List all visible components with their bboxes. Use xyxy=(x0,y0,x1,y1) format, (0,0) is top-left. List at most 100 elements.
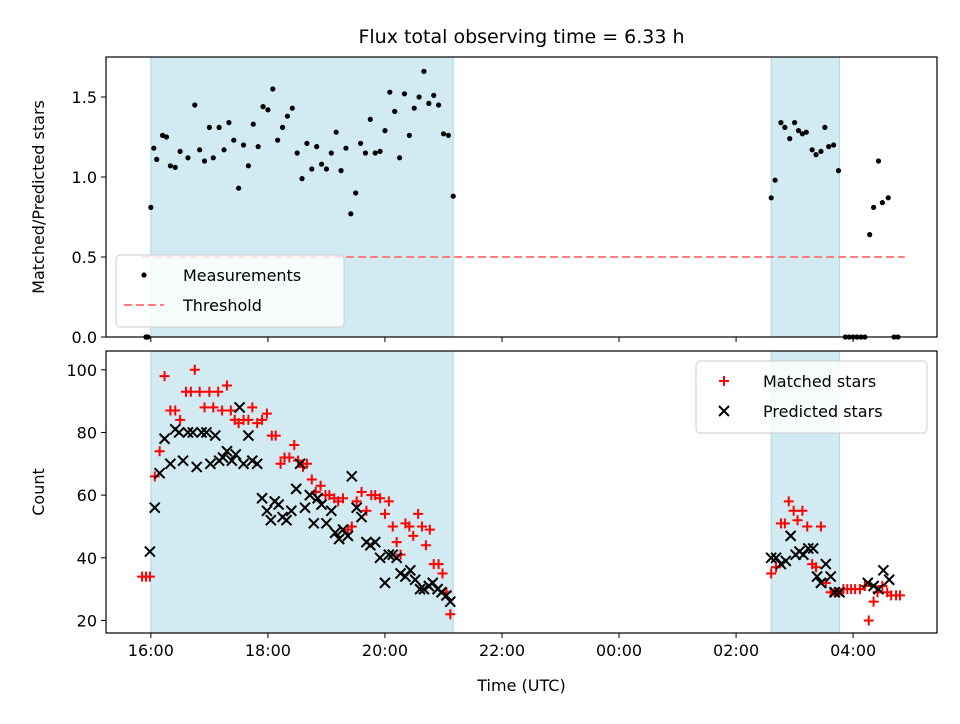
measurement-point-80 xyxy=(831,142,837,148)
predicted-star-point-11 xyxy=(191,461,203,473)
measurement-point-76 xyxy=(813,152,819,158)
plot-frame-1 xyxy=(105,56,938,338)
predicted-star-point-18 xyxy=(221,445,233,457)
measurement-point-7 xyxy=(163,134,170,140)
measurement-point-63 xyxy=(440,131,447,137)
predicted-star-point-25 xyxy=(251,458,263,470)
predicted-star-point-90 xyxy=(883,574,895,586)
measurement-point-51 xyxy=(382,128,388,134)
x-tick-label-7: 04:00 xyxy=(830,641,876,660)
observing-window-2-1 xyxy=(150,350,454,634)
predicted-star-point-35 xyxy=(294,458,306,470)
matched-star-point-61 xyxy=(408,530,419,541)
measurement-point-89 xyxy=(871,204,877,210)
x-tick-label-3: 20:00 xyxy=(362,641,408,660)
measurement-point-73 xyxy=(799,131,806,137)
predicted-star-point-69 xyxy=(444,595,457,608)
measurement-point-67 xyxy=(772,177,778,183)
measurement-point-22 xyxy=(240,142,247,148)
predicted-star-point-70 xyxy=(765,552,777,564)
predicted-star-point-17 xyxy=(217,451,229,464)
measurement-point-47 xyxy=(362,150,369,156)
matched-star-point-65 xyxy=(424,524,435,535)
x-tick-label-4: 22:00 xyxy=(479,641,525,660)
measurement-point-27 xyxy=(265,107,271,113)
legend-2: Matched stars Predicted stars xyxy=(695,360,928,434)
legend-label-predicted-stars: Predicted stars xyxy=(763,402,883,421)
measurement-point-55 xyxy=(401,91,408,97)
y-tick-label-2-3: 60 xyxy=(77,486,97,505)
predicted-star-point-13 xyxy=(200,426,213,439)
matched-star-point-34 xyxy=(289,440,300,450)
measurement-point-44 xyxy=(348,211,354,217)
matched-star-point-56 xyxy=(387,521,398,532)
matched-star-point-63 xyxy=(417,521,428,532)
predicted-star-point-12 xyxy=(195,426,208,439)
legend-measurements-marker xyxy=(141,272,147,278)
measurement-point-57 xyxy=(411,105,417,111)
predicted-star-point-53 xyxy=(374,552,386,564)
observing-windows xyxy=(150,56,840,634)
matched-star-point-20 xyxy=(225,405,236,416)
predicted-star-point-85 xyxy=(833,586,846,598)
predicted-star-point-74 xyxy=(784,530,797,542)
matched-star-point-53 xyxy=(375,493,386,504)
matched-star-point-18 xyxy=(217,405,228,416)
measurement-point-39 xyxy=(323,166,330,172)
matched-star-point-75 xyxy=(783,496,794,507)
measurement-point-90 xyxy=(875,158,882,164)
measurement-point-41 xyxy=(333,129,339,135)
matched-star-point-33 xyxy=(284,452,295,463)
measurement-point-16 xyxy=(210,155,216,161)
measurement-point-42 xyxy=(338,168,344,174)
y-axis-label-1: Matched/Predicted stars xyxy=(29,100,48,294)
measurement-point-49 xyxy=(372,150,378,156)
y-tick-label-1-4: 1.5 xyxy=(72,88,97,107)
matched-star-point-94 xyxy=(868,596,879,607)
predicted-star-point-46 xyxy=(342,530,354,542)
predicted-star-point-43 xyxy=(329,527,341,539)
predicted-star-point-61 xyxy=(409,574,421,586)
measurement-point-26 xyxy=(260,104,266,110)
measurement-point-48 xyxy=(367,116,373,122)
measurement-point-23 xyxy=(245,163,252,169)
measurement-point-60 xyxy=(426,100,432,106)
measurement-point-81 xyxy=(835,168,842,174)
matched-star-point-24 xyxy=(243,414,254,425)
predicted-star-point-54 xyxy=(379,577,391,589)
measurement-point-30 xyxy=(279,124,286,130)
matched-star-point-74 xyxy=(779,518,790,529)
matched-star-point-82 xyxy=(815,521,826,532)
y-tick-label-1-1: 0.0 xyxy=(72,328,97,347)
matched-star-point-100 xyxy=(894,590,905,601)
measurement-point-11 xyxy=(185,155,191,161)
matched-star-point-25 xyxy=(247,402,258,413)
predicted-star-point-86 xyxy=(862,577,874,589)
measurement-point-17 xyxy=(216,124,222,130)
measurement-point-45 xyxy=(353,190,359,196)
y-tick-label-1-2: 0.5 xyxy=(72,248,97,267)
predicted-star-point-83 xyxy=(824,570,837,583)
x-axis-label: Time (UTC) xyxy=(476,676,565,695)
predicted-star-point-7 xyxy=(173,426,185,439)
measurement-point-72 xyxy=(795,128,802,134)
x-tick-label-1: 16:00 xyxy=(128,641,174,660)
measurement-point-68 xyxy=(778,120,784,126)
matched-star-point-40 xyxy=(315,480,326,491)
measurement-point-5 xyxy=(154,156,160,162)
legend-label-threshold: Threshold xyxy=(182,296,262,315)
measurement-point-18 xyxy=(221,147,227,153)
matched-star-point-54 xyxy=(379,508,390,519)
measurement-point-10 xyxy=(177,148,183,154)
predicted-star-point-80 xyxy=(811,570,823,583)
x-tick-label-2: 18:00 xyxy=(245,641,291,660)
predicted-star-point-5 xyxy=(164,458,177,470)
measurement-point-53 xyxy=(392,108,398,114)
measurement-point-3 xyxy=(148,204,154,210)
matched-star-point-19 xyxy=(221,380,232,391)
matched-star-point-37 xyxy=(301,458,312,469)
measurement-point-61 xyxy=(431,92,437,98)
predicted-star-point-21 xyxy=(233,401,246,414)
